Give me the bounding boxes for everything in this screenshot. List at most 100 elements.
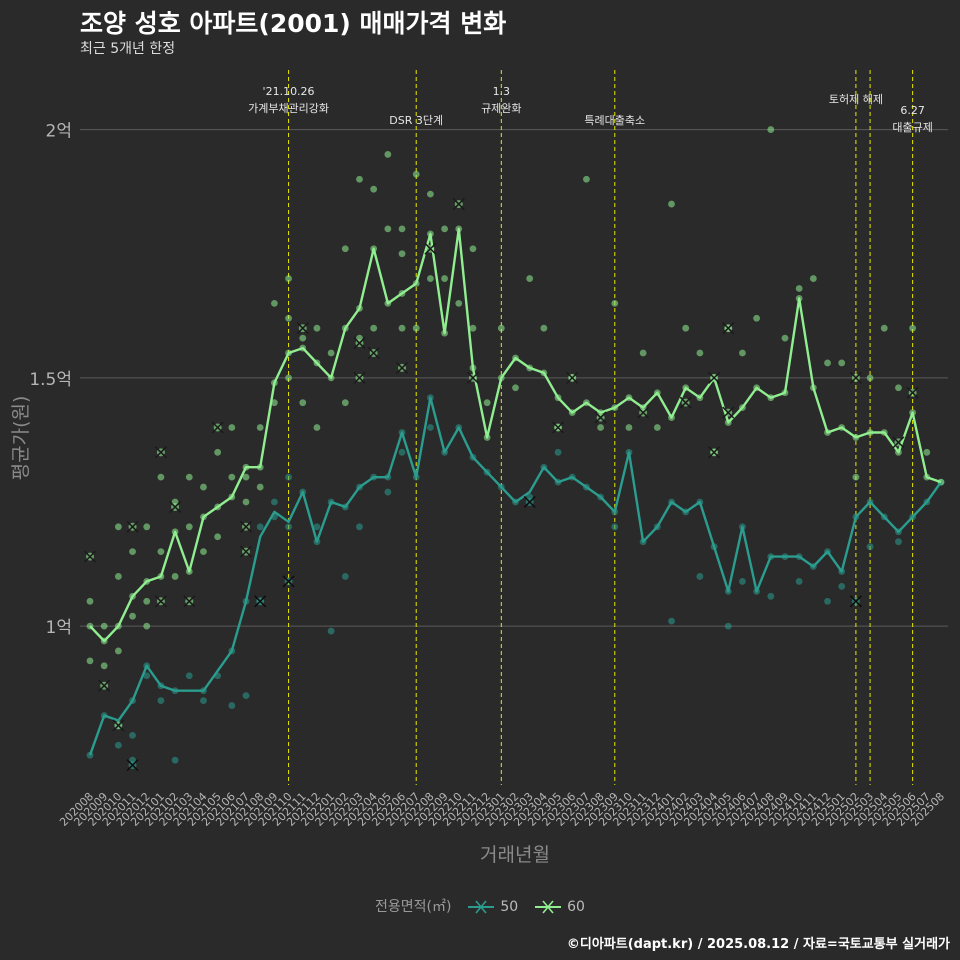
scatter-point-50 — [171, 756, 179, 764]
cross-marker-stroke — [849, 595, 862, 608]
cross-marker-stroke — [353, 371, 366, 384]
scatter-point-60 — [384, 151, 392, 158]
scatter-point-60 — [739, 349, 746, 357]
scatter-point-50 — [242, 692, 250, 700]
cross-marker-60 — [239, 545, 253, 558]
scatter-point-50 — [256, 523, 264, 531]
scatter-point-60 — [824, 359, 831, 367]
scatter-point-60 — [270, 399, 278, 407]
scatter-point-60 — [114, 523, 122, 531]
scatter-point-50 — [129, 731, 136, 739]
cross-marker-stroke — [183, 595, 196, 608]
scatter-point-60 — [270, 299, 278, 307]
series-line-50 — [88, 396, 942, 756]
cross-marker-stroke — [239, 545, 253, 558]
scatter-point-50 — [285, 473, 292, 481]
cross-marker-stroke — [566, 371, 579, 384]
cross-marker-stroke — [239, 520, 253, 533]
scatter-point-60 — [696, 349, 704, 357]
scatter-point-60 — [299, 334, 307, 342]
scatter-point-60 — [143, 622, 151, 630]
line-layer — [88, 227, 942, 756]
cross-marker-stroke — [552, 421, 565, 434]
scatter-point-60 — [200, 483, 207, 491]
scatter-point-60 — [427, 275, 434, 282]
cross-marker-stroke — [112, 719, 125, 732]
scatter-point-60 — [441, 275, 448, 282]
cross-marker-stroke — [282, 575, 295, 588]
scatter-point-60 — [398, 250, 406, 258]
scatter-point-50 — [866, 543, 874, 551]
scatter-point-60 — [341, 399, 349, 407]
scatter-point-60 — [129, 612, 136, 620]
legend-item-60: 60 — [533, 899, 585, 915]
scatter-point-60 — [639, 349, 647, 357]
cross-marker-60 — [239, 520, 253, 533]
scatter-point-60 — [143, 597, 151, 605]
cross-marker-stroke — [424, 242, 437, 255]
scatter-point-60 — [597, 424, 604, 431]
scatter-point-60 — [668, 200, 675, 208]
point-layer — [86, 126, 945, 764]
scatter-point-60 — [611, 299, 619, 307]
scatter-point-60 — [285, 275, 292, 282]
cross-marker-60 — [126, 520, 139, 533]
cross-marker-60 — [154, 446, 167, 459]
cross-marker-60 — [183, 595, 196, 608]
scatter-point-60 — [682, 324, 690, 332]
cross-marker-50 — [282, 575, 295, 588]
cross-marker-60 — [708, 446, 721, 459]
cross-marker-stroke — [296, 322, 309, 335]
cross-marker-60 — [396, 361, 409, 374]
scatter-point-60 — [86, 597, 94, 605]
cross-marker-60 — [353, 337, 366, 350]
cross-marker-stroke — [523, 495, 536, 509]
cross-marker-stroke — [722, 406, 735, 419]
cross-marker-60 — [353, 371, 366, 384]
cross-marker-60 — [154, 595, 167, 608]
cross-marker-stroke — [154, 446, 167, 459]
scatter-point-50 — [838, 582, 846, 590]
cross-marker-stroke — [154, 595, 167, 608]
event-label: 특례대출축소 — [584, 114, 645, 127]
cross-marker-60 — [679, 396, 692, 409]
cross-marker-60 — [594, 411, 607, 424]
legend-key-50-icon — [467, 900, 494, 914]
scatter-point-50 — [895, 538, 902, 546]
cross-marker-50 — [849, 595, 862, 608]
axis-layer: 1억1.5억2억20200820200920201020201120201220… — [29, 122, 947, 829]
scatter-point-60 — [852, 473, 860, 481]
scatter-point-60 — [327, 349, 335, 357]
scatter-point-60 — [242, 473, 250, 481]
scatter-point-50 — [611, 523, 619, 531]
scatter-point-50 — [200, 697, 207, 704]
scatter-point-60 — [185, 473, 193, 481]
y-tick-label: 2억 — [46, 122, 72, 142]
grid-layer — [80, 129, 948, 627]
scatter-point-50 — [724, 622, 732, 630]
scatter-point-60 — [157, 548, 165, 556]
scatter-point-60 — [625, 424, 633, 431]
cross-marker-60 — [466, 371, 479, 384]
scatter-point-50 — [398, 448, 406, 456]
scatter-point-60 — [185, 523, 193, 531]
scatter-point-50 — [554, 448, 562, 456]
cross-layer — [83, 198, 919, 772]
scatter-point-60 — [441, 225, 448, 233]
scatter-point-60 — [469, 245, 477, 253]
cross-marker-60 — [637, 406, 650, 419]
legend-label-50: 50 — [500, 899, 519, 915]
cross-marker-60 — [708, 371, 721, 384]
scatter-point-50 — [341, 573, 349, 580]
cross-marker-stroke — [254, 595, 267, 608]
cross-marker-60 — [211, 421, 224, 434]
scatter-point-60 — [866, 374, 874, 382]
cross-marker-stroke — [594, 411, 607, 424]
legend: 전용면적(㎡) 50 60 — [0, 896, 960, 916]
scatter-point-60 — [923, 448, 931, 456]
scatter-point-50 — [285, 523, 292, 531]
cross-marker-stroke — [126, 759, 139, 772]
cross-marker-60 — [83, 550, 97, 563]
scatter-point-60 — [256, 483, 264, 491]
scatter-point-60 — [455, 299, 463, 307]
